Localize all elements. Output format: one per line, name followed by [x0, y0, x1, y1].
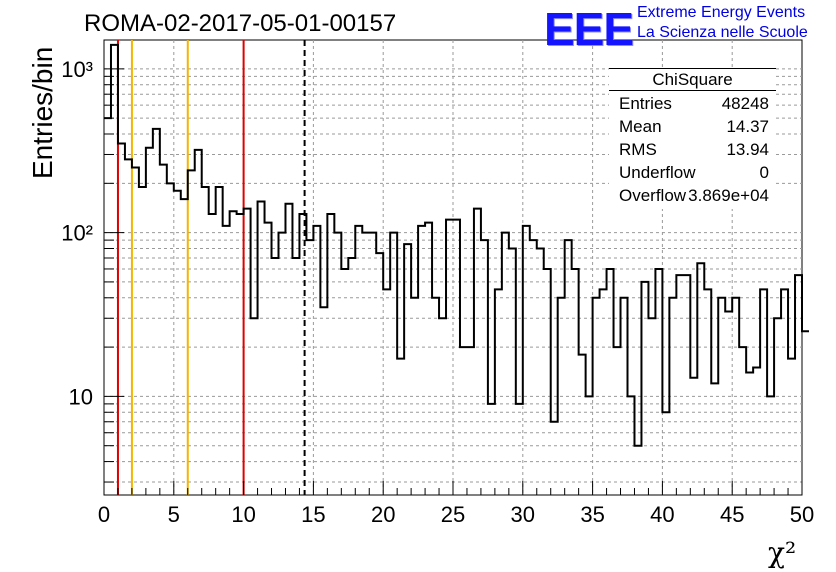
stats-row-underflow: Underflow 0 — [619, 163, 769, 185]
x-tick-label: 50 — [790, 502, 814, 527]
stats-key: RMS — [619, 140, 657, 159]
y-axis: 10 10² 10³ — [61, 57, 124, 483]
x-tick-label: 35 — [580, 502, 604, 527]
x-tick-label: 40 — [650, 502, 674, 527]
stats-value: 13.94 — [726, 140, 769, 159]
stats-value: 0 — [759, 163, 769, 182]
reference-lines — [116, 40, 306, 495]
chart-title: ROMA-02-2017-05-01-00157 — [84, 10, 397, 37]
stats-row-overflow: Overflow 3.869e+04 — [619, 186, 769, 208]
stats-key: Overflow — [619, 186, 687, 205]
x-axis: 0 5 10 15 20 25 30 35 40 45 50 — [98, 481, 814, 527]
stats-title: ChiSquare — [652, 70, 733, 89]
stats-row-mean: Mean 14.37 — [619, 117, 769, 139]
stats-key: Mean — [619, 117, 662, 136]
stats-key: Entries — [619, 94, 672, 113]
x-tick-label: 10 — [231, 502, 255, 527]
y-tick-label: 10³ — [61, 57, 93, 82]
stats-box: ChiSquare Entries 48248 Mean 14.37 RMS 1… — [609, 68, 776, 209]
x-tick-label: 30 — [511, 502, 535, 527]
logo-caption-line2: La Scienza nelle Scuole — [637, 24, 808, 41]
x-tick-label: 15 — [301, 502, 325, 527]
stats-row-entries: Entries 48248 — [619, 94, 769, 116]
x-tick-label: 0 — [98, 502, 110, 527]
stats-value: 48248 — [721, 94, 769, 113]
stats-value: 14.37 — [726, 117, 769, 136]
stats-key: Underflow — [619, 163, 696, 182]
logo-caption-line1: Extreme Energy Events — [637, 4, 806, 21]
y-tick-label: 10 — [69, 384, 93, 409]
x-tick-label: 20 — [371, 502, 395, 527]
x-tick-label: 45 — [720, 502, 744, 527]
histogram-line — [104, 43, 809, 447]
stats-row-rms: RMS 13.94 — [619, 140, 769, 162]
eee-logo: EEE — [544, 3, 634, 55]
grid-layer — [104, 40, 802, 495]
histogram-series — [104, 43, 809, 447]
y-axis-label: Entries/bin — [27, 46, 58, 179]
stats-value: 3.869e+04 — [688, 186, 769, 205]
x-tick-label: 5 — [168, 502, 180, 527]
x-tick-label: 25 — [441, 502, 465, 527]
stats-divider — [609, 90, 776, 91]
x-axis-label: χ² — [768, 536, 797, 569]
y-tick-label: 10² — [61, 221, 93, 246]
